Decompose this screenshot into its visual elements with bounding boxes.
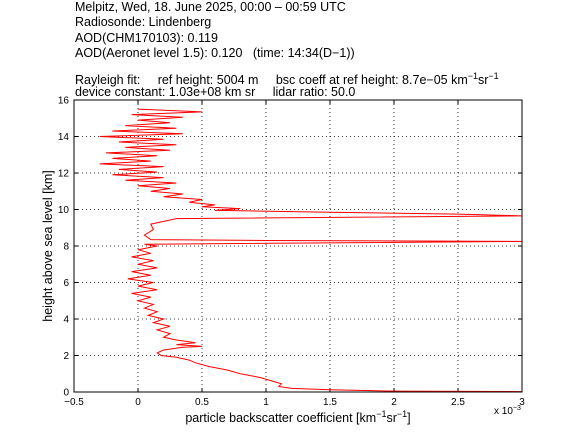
rayleigh-fit-line: Rayleigh fit: ref height: 5004 m bsc coe… — [75, 69, 499, 87]
axes-box — [73, 99, 523, 393]
rayleigh-label: Rayleigh fit: — [75, 73, 141, 88]
aod-chm-line: AOD(CHM170103): 0.119 — [75, 31, 218, 45]
y-tick-label: 10 — [58, 205, 70, 216]
x-tick-label: 3 — [519, 397, 525, 408]
ref-height: ref height: 5004 m — [157, 73, 259, 88]
aod-aeronet-line: AOD(Aeronet level 1.5): 0.120 (time: 14:… — [75, 46, 355, 60]
y-tick-label: 16 — [58, 96, 70, 107]
y-tick-label: 4 — [63, 315, 69, 326]
device-constant: device constant: 1.03e+08 km sr — [75, 85, 256, 99]
grid — [74, 100, 522, 392]
y-tick-label: 2 — [63, 351, 69, 362]
device-line: device constant: 1.03e+08 km sr lidar ra… — [75, 85, 355, 99]
y-tick-label: 0 — [63, 388, 69, 399]
radiosonde-line: Radiosonde: Lindenberg — [75, 15, 212, 29]
lidar-ratio: lidar ratio: 50.0 — [272, 85, 356, 99]
y-axis-label: height above sea level [km] — [41, 170, 55, 321]
y-tick-label: 12 — [58, 169, 70, 180]
y-tick-label: 14 — [58, 132, 70, 143]
x-axis-label: particle backscatter coefficient [km−1sr… — [185, 409, 410, 425]
backscatter-profile-line — [99, 108, 523, 393]
x-tick-label: 0 — [135, 397, 141, 408]
x-multiplier: x 10−3 — [494, 405, 521, 417]
x-tick-label: 2.5 — [451, 397, 465, 408]
x-tick-label: 0.5 — [195, 397, 209, 408]
x-tick-label: 1.5 — [323, 397, 337, 408]
x-tick-label: −0.5 — [64, 397, 84, 408]
title-line: Melpitz, Wed, 18. June 2025, 00:00 – 00:… — [75, 0, 346, 14]
bsc-coeff: bsc coeff at ref height: 8.7e−05 km−1sr−… — [275, 71, 499, 88]
x-tick-label: 2 — [391, 397, 397, 408]
y-tick-label: 8 — [63, 242, 69, 253]
x-tick-label: 1 — [263, 397, 269, 408]
y-tick-label: 6 — [63, 278, 69, 289]
